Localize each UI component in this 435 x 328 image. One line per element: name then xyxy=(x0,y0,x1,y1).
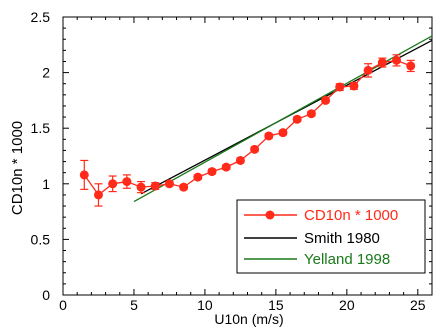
y-axis: 0 0.5 1 1.5 2 2.5 xyxy=(31,9,432,303)
data-point xyxy=(221,162,231,172)
data-point xyxy=(250,144,260,154)
data-point xyxy=(235,155,245,165)
legend-label-yelland: Yelland 1998 xyxy=(304,251,390,268)
data-point xyxy=(392,55,402,65)
data-point xyxy=(79,170,89,180)
data-point xyxy=(179,182,189,192)
data-point xyxy=(363,65,373,75)
reference-lines xyxy=(133,35,432,203)
x-tick-label: 25 xyxy=(410,297,426,313)
x-axis-label: U10n (m/s) xyxy=(214,311,283,327)
data-point xyxy=(164,179,174,189)
y-tick-label: 2.5 xyxy=(31,9,51,25)
data-point xyxy=(136,182,146,192)
x-tick-label: 0 xyxy=(59,297,67,313)
data-point xyxy=(335,82,345,92)
data-point xyxy=(377,58,387,68)
data-point xyxy=(306,109,316,119)
data-point xyxy=(349,81,359,91)
x-tick-label: 20 xyxy=(339,297,355,313)
data-point xyxy=(93,190,103,200)
data-point xyxy=(150,181,160,191)
data-point xyxy=(207,167,217,177)
y-tick-label: 1 xyxy=(42,176,50,192)
data-point xyxy=(278,128,288,138)
data-point xyxy=(321,95,331,105)
x-tick-label: 15 xyxy=(268,297,284,313)
legend-label-smith: Smith 1980 xyxy=(304,230,380,247)
legend-label-cd10n: CD10n * 1000 xyxy=(304,207,398,224)
data-point xyxy=(108,179,118,189)
data-point xyxy=(406,61,416,71)
y-tick-label: 0.5 xyxy=(31,231,51,247)
series-line-yelland-1998 xyxy=(133,35,432,203)
data-point xyxy=(264,131,274,141)
data-point xyxy=(122,177,132,187)
y-tick-label: 0 xyxy=(42,287,50,303)
cd10n-connecting-line xyxy=(83,59,411,196)
y-axis-label: CD10n * 1000 xyxy=(9,121,26,215)
legend: CD10n * 1000 Smith 1980 Yelland 1998 xyxy=(236,199,426,274)
legend-marker-cd10n xyxy=(265,210,275,220)
x-axis: 0 5 10 15 20 25 xyxy=(59,17,426,313)
y-tick-label: 1.5 xyxy=(31,120,51,136)
x-tick-label: 5 xyxy=(130,297,138,313)
y-tick-label: 2 xyxy=(42,65,50,81)
data-point xyxy=(193,172,203,182)
data-point xyxy=(292,114,302,124)
x-tick-label: 10 xyxy=(197,297,213,313)
